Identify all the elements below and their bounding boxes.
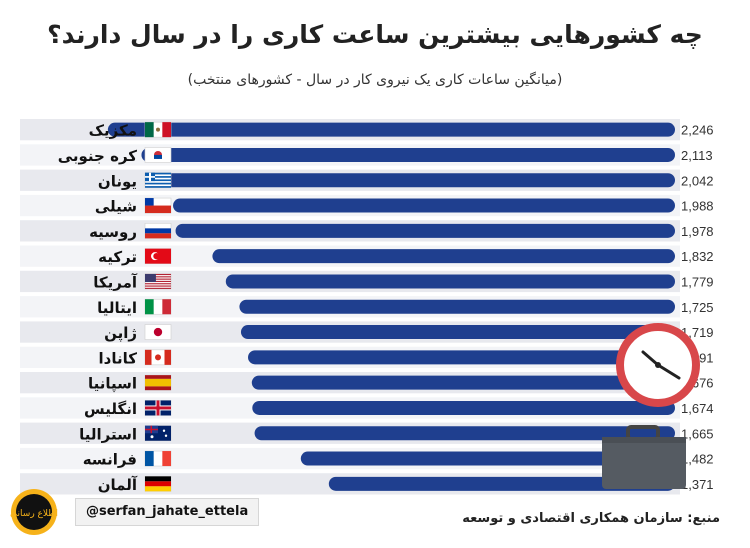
category-label: آمریکا <box>93 273 138 291</box>
bar-russia <box>175 223 675 238</box>
flag-south-korea-icon <box>144 147 172 163</box>
bar-chile <box>173 198 675 213</box>
category-label: ایتالیا <box>97 299 137 317</box>
flag-usa-icon <box>144 273 172 290</box>
bar-germany <box>328 476 675 491</box>
value-label: 1,719 <box>681 325 714 340</box>
category-label: کانادا <box>99 349 138 367</box>
flag-canada-icon <box>144 349 172 366</box>
logo-badge-icon: اطلاع رسانی <box>10 489 58 535</box>
value-label: 1,978 <box>681 224 714 239</box>
value-label: 1,371 <box>681 477 714 492</box>
bar-spain <box>251 375 675 390</box>
category-label: ژاپن <box>104 324 137 343</box>
bar-mexico <box>107 122 675 137</box>
bar-australia <box>254 426 675 441</box>
value-label: 2,042 <box>681 173 714 188</box>
flag-australia-icon <box>144 425 172 442</box>
category-label: روسیه <box>89 223 137 241</box>
bar-greece <box>159 173 675 188</box>
flag-mexico-icon <box>144 121 172 138</box>
value-label: 1,674 <box>681 401 714 416</box>
flag-france-icon <box>144 450 172 467</box>
flag-germany-icon <box>144 476 172 492</box>
logo-badge-text: اطلاع رسانی <box>10 509 58 519</box>
flag-chile-icon <box>144 197 172 214</box>
bar-canada <box>248 350 675 365</box>
category-label: مکزیک <box>89 122 137 140</box>
flag-greece-icon <box>144 172 172 189</box>
value-label: 1,665 <box>681 426 714 441</box>
value-label: 1,988 <box>681 199 714 214</box>
briefcase-icon <box>602 425 686 489</box>
value-label: 1,725 <box>681 300 714 315</box>
flag-turkey-icon <box>144 248 172 264</box>
category-label: آلمان <box>98 476 138 494</box>
clock-icon <box>616 323 700 407</box>
flag-russia-icon <box>144 223 172 239</box>
value-label: 2,113 <box>681 148 713 163</box>
category-label: اسپانیا <box>88 375 137 394</box>
bar-uk <box>252 400 675 415</box>
source-note: منبع: سازمان همکاری اقتصادی و توسعه <box>462 511 720 526</box>
category-label: فرانسه <box>83 451 137 469</box>
bar-france <box>300 451 675 466</box>
flag-italy-icon <box>144 298 172 315</box>
value-label: 1,482 <box>681 452 714 467</box>
chart-subtitle: (میانگین ساعات کاری یک نیروی کار در سال … <box>187 72 563 88</box>
category-label: شیلی <box>95 198 137 216</box>
bar-south-korea <box>141 147 675 162</box>
bar-usa <box>225 274 676 289</box>
bar-turkey <box>212 249 676 264</box>
flag-uk-icon <box>144 400 172 416</box>
category-label: کره جنوبی <box>58 147 138 165</box>
bar-japan <box>240 325 675 340</box>
value-label: 1,779 <box>681 274 714 289</box>
value-label: 2,246 <box>681 123 714 138</box>
flag-spain-icon <box>144 374 172 391</box>
flag-japan-icon <box>144 324 172 340</box>
social-handle: @serfan_jahate_ettela <box>75 498 260 526</box>
category-label: ترکیه <box>98 248 137 266</box>
bar-italy <box>239 299 675 314</box>
category-label: یونان <box>98 172 137 190</box>
value-label: 1,832 <box>681 249 714 264</box>
chart-title: چه کشورهایی بیشترین ساعت کاری را در سال … <box>47 20 703 49</box>
category-label: انگلیس <box>84 400 137 418</box>
category-label: استرالیا <box>79 425 137 443</box>
